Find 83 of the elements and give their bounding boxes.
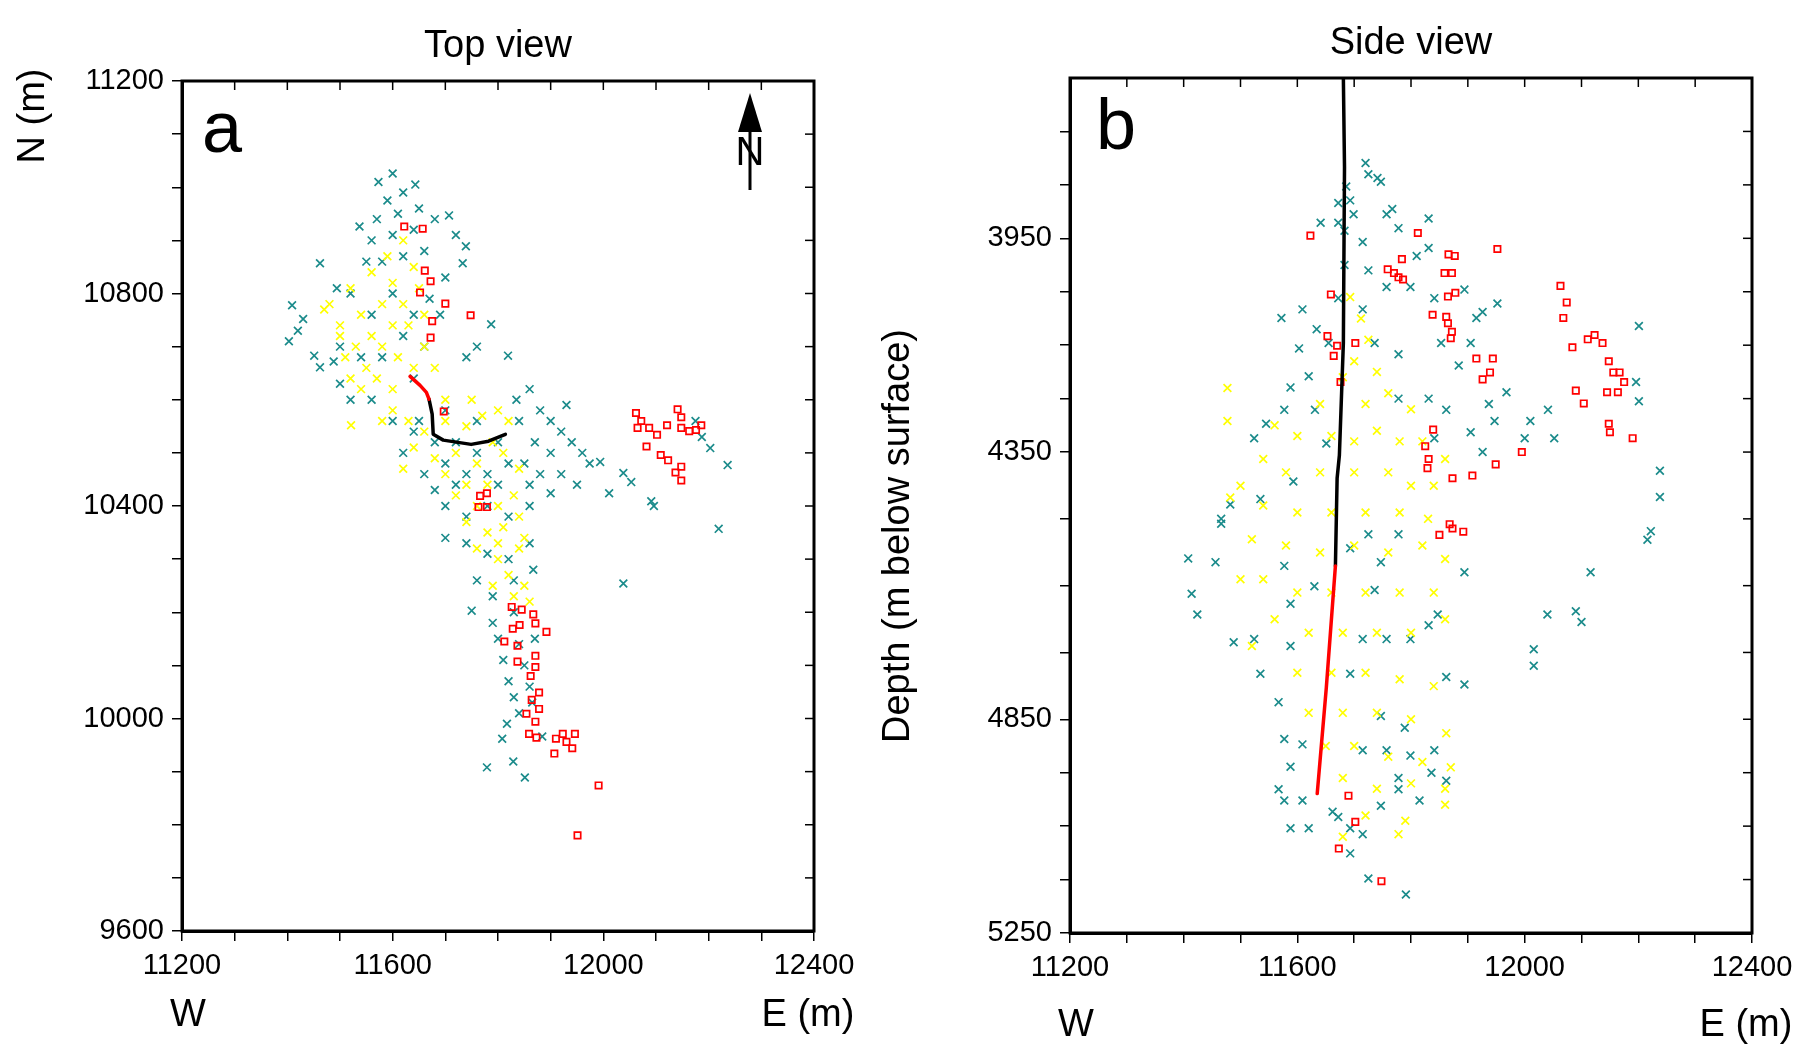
y-tick-label: 4350 <box>987 434 1052 467</box>
x-tick-label: 12400 <box>773 948 855 981</box>
y-tick-label: 11200 <box>85 63 164 95</box>
point <box>535 688 544 697</box>
chart-title: Top view <box>424 23 572 65</box>
point <box>677 462 686 471</box>
annotation: b <box>1096 84 1137 164</box>
point <box>663 421 672 430</box>
point <box>508 624 517 633</box>
point <box>677 423 686 432</box>
point <box>420 266 429 275</box>
point <box>573 831 582 840</box>
point <box>633 423 642 432</box>
point <box>531 651 540 660</box>
point <box>570 729 579 738</box>
point <box>525 729 534 738</box>
x-tick-label: 11600 <box>353 948 432 981</box>
point <box>426 277 435 286</box>
point <box>526 671 535 681</box>
x-tick-label: 12400 <box>1711 950 1793 983</box>
y-tick-label: 9600 <box>99 913 164 945</box>
point <box>642 442 651 451</box>
x-tick-label: 11200 <box>142 948 222 981</box>
point <box>428 317 437 326</box>
point <box>531 662 540 671</box>
point <box>416 288 425 297</box>
x-tick-label: 11200 <box>1030 950 1110 983</box>
x-tick-label: 12000 <box>563 948 644 981</box>
point <box>631 409 641 418</box>
point <box>500 637 509 646</box>
point <box>653 430 662 439</box>
point <box>466 311 475 320</box>
point <box>550 749 559 758</box>
point <box>418 224 427 233</box>
y-tick-label: 4850 <box>987 701 1052 734</box>
point <box>482 489 491 498</box>
y-tick-label: 10000 <box>83 700 164 733</box>
point <box>664 456 673 465</box>
y-tick-label: 10400 <box>83 488 164 520</box>
annotation: a <box>202 87 243 167</box>
point <box>532 733 541 742</box>
x-axis-title: E (m) <box>1699 1002 1793 1044</box>
y-tick-label: 3950 <box>987 220 1052 253</box>
point <box>531 717 540 726</box>
point <box>568 744 577 753</box>
point <box>441 299 450 308</box>
y-axis-title: N (m) <box>10 68 52 164</box>
text: W <box>170 992 206 1034</box>
point <box>692 426 701 435</box>
point <box>673 405 682 414</box>
text: W <box>1058 1002 1094 1044</box>
point <box>515 620 524 630</box>
chart-title: Side view <box>1329 20 1493 62</box>
point <box>685 427 694 436</box>
point <box>594 781 603 790</box>
point <box>558 729 567 738</box>
point <box>656 450 665 460</box>
x-tick-label: 12000 <box>1484 950 1565 983</box>
point <box>476 491 485 500</box>
point <box>551 734 560 743</box>
point <box>522 709 531 718</box>
point <box>513 657 522 666</box>
point <box>671 468 680 477</box>
point <box>645 423 654 432</box>
x-tick-label: 11600 <box>1258 950 1337 983</box>
point <box>400 222 409 231</box>
y-tick-label: 5250 <box>987 915 1052 947</box>
point <box>542 627 551 636</box>
point <box>527 695 536 704</box>
point <box>531 619 540 628</box>
point <box>637 416 646 426</box>
y-axis-title: Depth (m below surface) <box>875 328 917 743</box>
point <box>529 610 538 619</box>
x-axis-title: E (m) <box>761 992 855 1034</box>
y-tick-label: 10800 <box>83 275 164 308</box>
point <box>426 333 435 342</box>
point <box>697 421 706 430</box>
point <box>677 413 686 422</box>
point <box>535 704 544 713</box>
point <box>562 737 571 746</box>
point <box>677 476 686 485</box>
point <box>517 605 526 614</box>
point <box>507 602 516 611</box>
